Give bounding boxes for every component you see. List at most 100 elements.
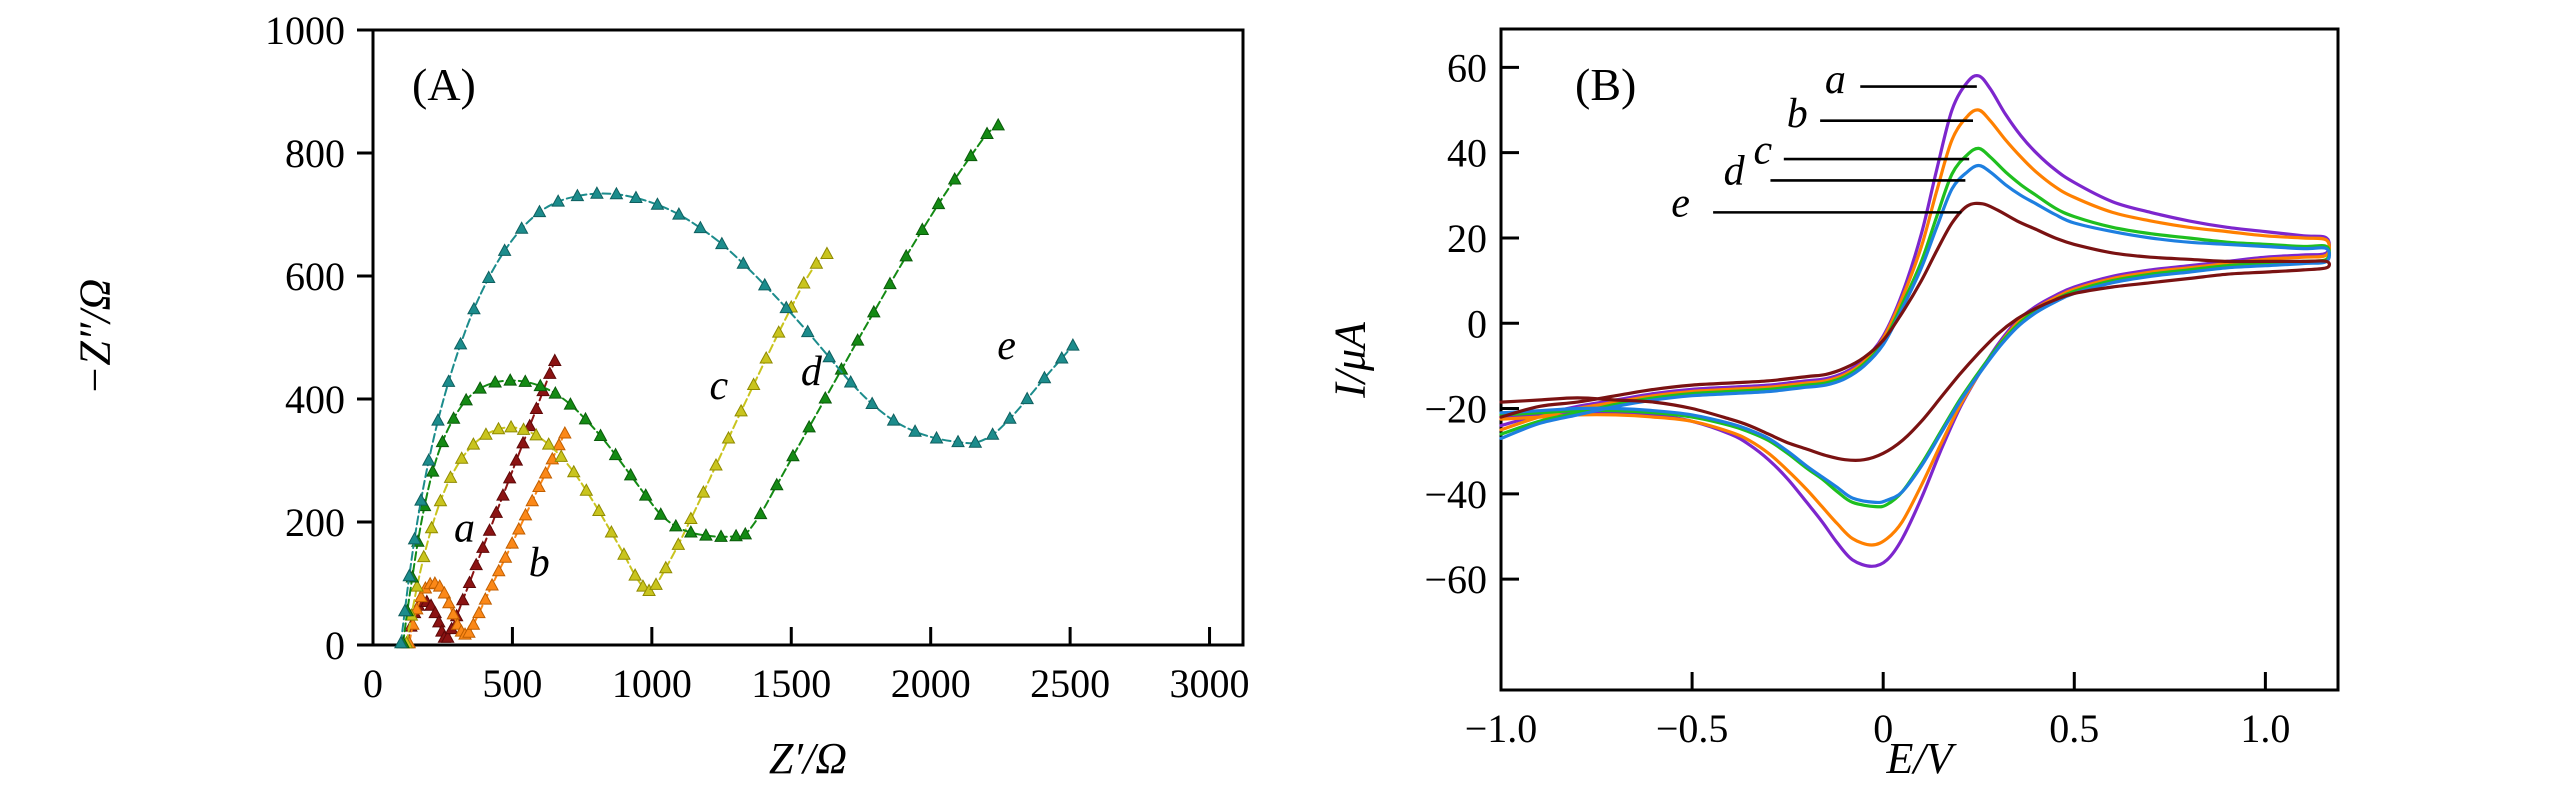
x-tick-label: 3000 [1170,661,1250,706]
series-e-marker [951,434,965,448]
series-d-marker [947,172,962,185]
series-b-marker [485,577,499,591]
series-b-marker [409,601,424,615]
series-e-marker [1020,391,1035,405]
series-c-marker [721,430,736,444]
series-a-marker [489,505,504,518]
series-e-marker [402,568,417,582]
series-e-marker [800,324,815,338]
series-d-marker [488,374,502,388]
series-b-marker [478,592,493,605]
series-e-marker [453,336,468,350]
panel-b-x-axis-title: E/V [1886,734,1953,783]
series-e-marker [843,374,858,388]
series-b-marker [552,437,566,451]
series-c-marker [479,427,493,440]
series-b-marker [442,595,456,609]
series-d-marker [866,304,881,318]
x-tick-label: 1000 [612,661,692,706]
series-d-marker [473,381,487,394]
series-b-marker [491,563,506,577]
series-e-marker [865,396,879,410]
series-d-marker [668,518,683,532]
series-c-marker [604,525,619,538]
panel-a-y-axis-title: −Z″/Ω [70,278,120,396]
series-b-marker [432,579,447,592]
series-e-marker [1037,370,1052,384]
series-b-marker [558,425,572,439]
series-a-marker [424,598,438,611]
series-a-marker [431,614,446,628]
series-e-marker [441,374,456,387]
series-c-marker [820,246,834,259]
series-e-marker [693,220,708,234]
series-a-marker [509,453,524,466]
y-tick-label: 60 [1447,45,1487,90]
x-tick-label: 2000 [891,661,971,706]
series-d-marker [850,333,865,346]
series-e-marker [421,453,436,466]
series-e-marker [968,435,983,448]
series-c-marker [433,493,448,507]
series-a-marker [496,488,510,501]
series-d-marker [425,464,440,477]
series-c-marker [592,503,606,517]
series-c-marker [809,256,824,269]
panel-a-label: (A) [412,59,476,110]
series-b-marker [472,605,486,619]
series-d-letter: d [801,349,823,395]
series-e-marker [431,413,445,426]
series-e-marker [394,635,408,649]
series-d-marker [753,506,768,520]
y-tick-label: 600 [285,254,345,299]
y-tick-label: −40 [1424,472,1487,517]
series-a-letter: a [454,506,475,552]
series-c-marker [424,520,439,534]
callout-letter-e: e [1671,181,1690,227]
series-d-marker [964,148,978,162]
series-e-marker [629,190,643,203]
series-d-marker [503,373,518,386]
series-e-marker [672,207,686,220]
series-b-letter: b [529,540,550,586]
series-e-marker [1003,411,1017,424]
series-c-marker [617,547,631,560]
series-d-marker [738,526,753,540]
series-d-marker [593,428,608,441]
y-tick-label: 40 [1447,131,1487,176]
series-d-marker [563,397,578,410]
panel-a-frame [371,28,1245,647]
series-c-marker [516,422,531,435]
series-e-line [1499,201,2331,462]
series-d-marker [548,386,563,399]
series-a-marker [455,592,470,606]
panel-a-x-axis-title: Z′/Ω [768,734,848,783]
series-c-marker [734,403,748,417]
series-b-marker [466,617,481,630]
series-d-marker [533,378,548,392]
series-e-marker [570,188,585,202]
series-c-marker [636,579,650,592]
series-d-marker [931,196,946,210]
x-tick-label: 0 [1873,706,1893,751]
series-b-marker [518,507,533,521]
series-a-marker [469,557,484,571]
series-c-marker [410,579,424,592]
series-c-marker [759,350,774,364]
series-c-marker [504,419,518,433]
y-tick-label: 1000 [265,8,345,53]
series-d-marker [769,477,784,491]
series-e-marker [1066,338,1080,351]
y-tick-label: 800 [285,131,345,176]
series-c-marker [796,275,811,289]
series-e-marker [497,243,512,256]
x-tick-label: 0 [363,661,383,706]
series-e-marker [736,256,751,269]
series-c-marker [771,325,786,338]
series-c-marker [443,470,458,483]
series-a-marker [462,575,477,588]
series-c-marker [628,568,642,581]
callout-letter-d: d [1724,149,1746,195]
x-tick-label: 1500 [751,661,831,706]
